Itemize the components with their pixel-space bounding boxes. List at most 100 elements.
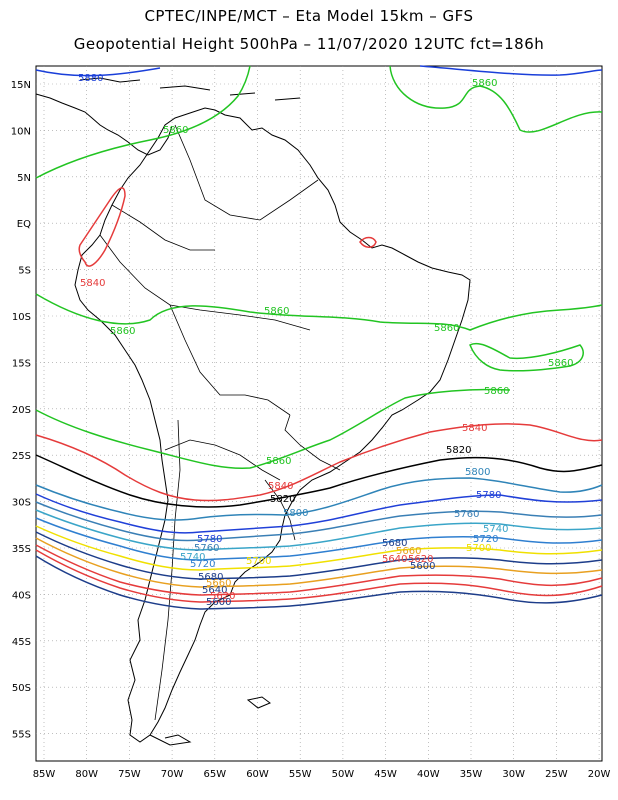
border-7 [154, 419, 181, 721]
label-5740-a: 5740 [483, 524, 508, 535]
label-5600-b: 5600 [206, 597, 231, 608]
axis-ticks: 15N 10N 5N EQ 5S 10S 15S 20S 25S 30S 35S 40S 45S 50S 5… [11, 80, 611, 780]
label-5680-b: 5680 [198, 572, 223, 583]
map-title-line1: CPTEC/INPE/MCT – Eta Model 15km – GFS [144, 7, 474, 25]
coast-falklands [246, 696, 271, 709]
label-5760-b: 5760 [194, 543, 219, 554]
border-4 [169, 304, 291, 416]
contour-5740 [35, 509, 603, 551]
label-5620-a: 5620 [408, 554, 433, 565]
lon-tick-label: 35W [460, 769, 483, 780]
label-5880-a: 5880 [78, 73, 103, 84]
lat-tick-label: 35S [12, 544, 31, 555]
label-5860-b: 5860 [472, 78, 497, 89]
coast-central-america [35, 93, 173, 156]
lon-tick-label: 85W [33, 769, 56, 780]
lon-tick-label: 25W [545, 769, 568, 780]
lat-tick-label: 10S [12, 312, 31, 323]
label-5720-a: 5720 [473, 534, 498, 545]
contour-5780 [35, 493, 603, 534]
graticule [36, 66, 602, 761]
contour-5880-north [35, 65, 603, 77]
lon-tick-label: 60W [246, 769, 269, 780]
label-5760-a: 5760 [454, 509, 479, 520]
lon-tick-label: 30W [502, 769, 525, 780]
label-5820-a: 5820 [446, 445, 471, 456]
label-5780-b: 5780 [197, 534, 222, 545]
lon-tick-label: 45W [374, 769, 397, 780]
map-title-line2: Geopotential Height 500hPa – 11/07/2020 … [73, 35, 545, 53]
contour-5660 [35, 537, 603, 588]
contour-5640 [35, 544, 603, 596]
lon-tick-label: 50W [332, 769, 355, 780]
label-5740-b: 5740 [180, 552, 205, 563]
contour-5680 [35, 531, 603, 580]
label-5680-a: 5680 [382, 538, 407, 549]
label-5840-b: 5840 [462, 423, 487, 434]
contour-5840-closed-west [78, 187, 126, 267]
contour-5820 [35, 454, 603, 508]
contours [35, 65, 603, 610]
label-5860-g: 5860 [484, 386, 509, 397]
contour-5840-closed-east [359, 236, 377, 248]
lon-tick-label: 70W [161, 769, 184, 780]
lon-tick-label: 80W [75, 769, 98, 780]
lat-tick-label: 45S [12, 637, 31, 648]
lon-tick-label: 20W [588, 769, 611, 780]
lat-tick-label: 25S [12, 451, 31, 462]
coast-caribbean-islands [79, 77, 301, 101]
label-5800-b: 5800 [283, 508, 308, 519]
lat-tick-label: 15N [11, 80, 31, 91]
border-3 [99, 234, 311, 331]
label-5780-a: 5780 [476, 490, 501, 501]
coastline [35, 77, 471, 746]
label-5720-b: 5720 [190, 559, 215, 570]
border-6 [284, 414, 341, 471]
label-5860-e: 5860 [434, 323, 459, 334]
contour-5860-south [35, 388, 511, 470]
label-5860-d: 5860 [110, 326, 135, 337]
label-5860-c: 5860 [264, 306, 289, 317]
contour-5860-north [35, 65, 603, 179]
label-5860-f: 5860 [548, 358, 573, 369]
coast-south-america [74, 107, 471, 743]
lat-tick-label: 50S [12, 683, 31, 694]
label-5700-a: 5700 [466, 543, 491, 554]
contour-5840 [35, 423, 603, 502]
label-5640-a: 5640 [382, 554, 407, 565]
label-5860-a: 5860 [163, 125, 188, 136]
contour-5860-central [35, 293, 603, 331]
lat-tick-label: 5S [18, 266, 31, 277]
label-5840-c: 5840 [268, 481, 293, 492]
contour-5860-east-closed [469, 343, 584, 372]
lat-tick-label: 5N [17, 173, 31, 184]
label-5600-a: 5600 [410, 561, 435, 572]
lat-tick-label: 15S [12, 358, 31, 369]
border-8 [264, 479, 296, 541]
coast-tierra-del-fuego [149, 734, 192, 746]
lon-tick-label: 40W [417, 769, 440, 780]
lat-tick-label: 20S [12, 405, 31, 416]
lon-tick-label: 75W [118, 769, 141, 780]
lon-tick-label: 65W [203, 769, 226, 780]
label-5620-b: 5620 [210, 591, 235, 602]
country-borders [99, 124, 341, 721]
label-5840-a: 5840 [80, 278, 105, 289]
contour-5600 [35, 555, 603, 610]
label-5640-b: 5640 [202, 585, 227, 596]
lat-tick-label: 10N [11, 126, 31, 137]
contour-5700 [35, 525, 603, 571]
map-frame [35, 65, 603, 762]
lat-tick-label: EQ [17, 219, 31, 230]
label-5660-b: 5660 [206, 578, 231, 589]
contour-5800 [35, 477, 603, 521]
border-5 [164, 439, 281, 481]
label-5700-b: 5700 [246, 556, 271, 567]
label-5820-b: 5820 [270, 494, 295, 505]
label-5660-a: 5660 [396, 546, 421, 557]
lat-tick-label: 40S [12, 590, 31, 601]
contour-5720 [35, 517, 603, 561]
lon-tick-label: 55W [289, 769, 312, 780]
label-5800-a: 5800 [465, 467, 490, 478]
